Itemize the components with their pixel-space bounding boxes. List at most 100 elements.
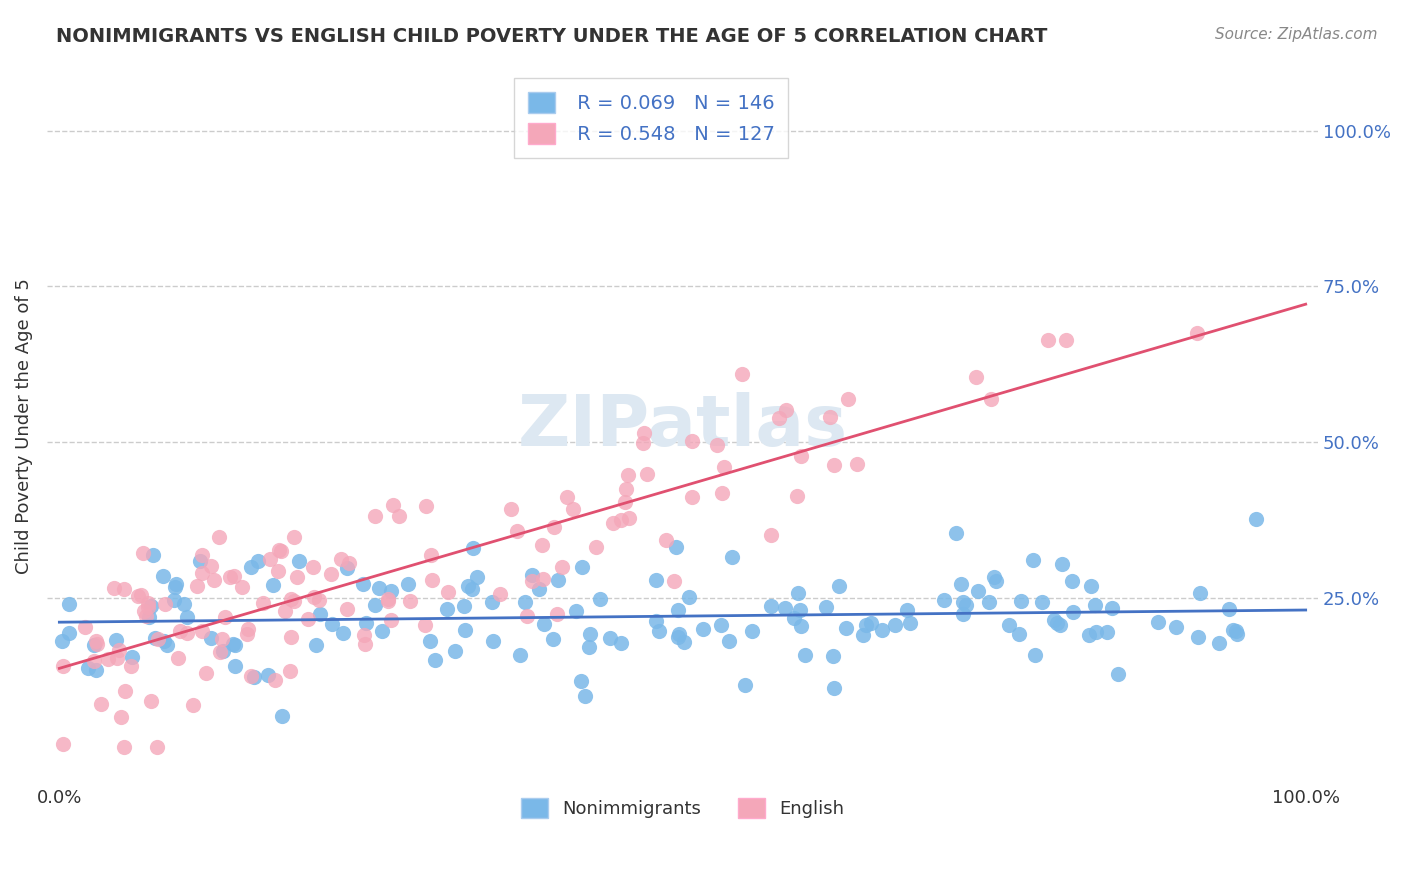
Point bbox=[86, 633, 108, 648]
Point bbox=[240, 559, 263, 574]
Point bbox=[236, 626, 259, 640]
Point bbox=[870, 623, 893, 637]
Point bbox=[998, 617, 1021, 632]
Point bbox=[823, 458, 845, 472]
Point bbox=[980, 392, 1002, 407]
Point bbox=[453, 623, 475, 637]
Point bbox=[169, 624, 191, 639]
Point bbox=[692, 622, 714, 636]
Point bbox=[713, 460, 735, 475]
Point bbox=[52, 737, 75, 751]
Point bbox=[262, 577, 284, 591]
Point bbox=[648, 624, 671, 638]
Point bbox=[599, 632, 621, 646]
Point bbox=[377, 591, 399, 606]
Point bbox=[380, 613, 402, 627]
Point bbox=[231, 580, 253, 594]
Point bbox=[1244, 512, 1267, 526]
Point bbox=[614, 483, 637, 497]
Point bbox=[288, 554, 311, 568]
Point bbox=[1101, 601, 1123, 615]
Point bbox=[734, 678, 756, 692]
Point bbox=[388, 509, 411, 524]
Point bbox=[181, 698, 204, 712]
Point bbox=[786, 489, 808, 503]
Point bbox=[457, 579, 479, 593]
Point bbox=[565, 604, 588, 618]
Point bbox=[855, 618, 877, 632]
Point bbox=[631, 435, 654, 450]
Point bbox=[153, 633, 176, 648]
Point bbox=[148, 632, 170, 647]
Point bbox=[139, 693, 162, 707]
Point bbox=[530, 538, 553, 552]
Point bbox=[308, 593, 330, 607]
Point bbox=[965, 369, 987, 384]
Point bbox=[786, 586, 808, 600]
Point bbox=[270, 543, 292, 558]
Point bbox=[1007, 627, 1029, 641]
Point bbox=[423, 653, 446, 667]
Point bbox=[569, 674, 592, 689]
Point bbox=[520, 574, 543, 589]
Point bbox=[153, 597, 176, 611]
Point bbox=[837, 392, 859, 407]
Point bbox=[112, 582, 135, 597]
Point bbox=[979, 595, 1001, 609]
Point bbox=[211, 644, 233, 658]
Point bbox=[399, 594, 422, 608]
Point bbox=[211, 632, 233, 646]
Legend: Nonimmigrants, English: Nonimmigrants, English bbox=[513, 791, 851, 825]
Point bbox=[136, 596, 159, 610]
Point bbox=[516, 609, 538, 624]
Point bbox=[1062, 574, 1084, 588]
Point bbox=[304, 638, 326, 652]
Point bbox=[269, 543, 291, 558]
Point bbox=[1222, 624, 1244, 638]
Point bbox=[319, 567, 342, 582]
Point bbox=[461, 582, 484, 596]
Point bbox=[224, 638, 246, 652]
Point bbox=[789, 603, 811, 617]
Point bbox=[482, 634, 505, 648]
Point bbox=[73, 620, 96, 634]
Point bbox=[84, 663, 107, 677]
Point bbox=[104, 632, 127, 647]
Point bbox=[285, 570, 308, 584]
Point bbox=[142, 549, 165, 563]
Point bbox=[354, 615, 377, 630]
Point bbox=[146, 740, 169, 755]
Point bbox=[529, 582, 551, 597]
Point bbox=[191, 549, 214, 563]
Point bbox=[283, 530, 305, 544]
Point bbox=[668, 627, 690, 641]
Point bbox=[768, 411, 790, 425]
Point bbox=[420, 573, 443, 587]
Text: ZIPatlas: ZIPatlas bbox=[517, 392, 848, 461]
Point bbox=[363, 598, 385, 612]
Point bbox=[665, 540, 688, 554]
Point bbox=[415, 500, 437, 514]
Point bbox=[222, 636, 245, 650]
Point bbox=[666, 630, 689, 644]
Point bbox=[845, 457, 868, 471]
Point bbox=[633, 426, 655, 441]
Point bbox=[143, 632, 166, 646]
Point bbox=[546, 607, 568, 621]
Point bbox=[1031, 595, 1053, 609]
Point bbox=[135, 609, 157, 624]
Point bbox=[617, 468, 640, 483]
Point bbox=[741, 624, 763, 638]
Point bbox=[367, 581, 389, 595]
Text: NONIMMIGRANTS VS ENGLISH CHILD POVERTY UNDER THE AGE OF 5 CORRELATION CHART: NONIMMIGRANTS VS ENGLISH CHILD POVERTY U… bbox=[56, 27, 1047, 45]
Point bbox=[252, 596, 274, 610]
Point bbox=[97, 652, 120, 666]
Point bbox=[1078, 628, 1101, 642]
Point bbox=[413, 618, 436, 632]
Point bbox=[644, 573, 666, 587]
Point bbox=[1147, 615, 1170, 630]
Point bbox=[224, 659, 246, 673]
Point bbox=[163, 593, 186, 607]
Point bbox=[898, 615, 921, 630]
Point bbox=[562, 502, 585, 516]
